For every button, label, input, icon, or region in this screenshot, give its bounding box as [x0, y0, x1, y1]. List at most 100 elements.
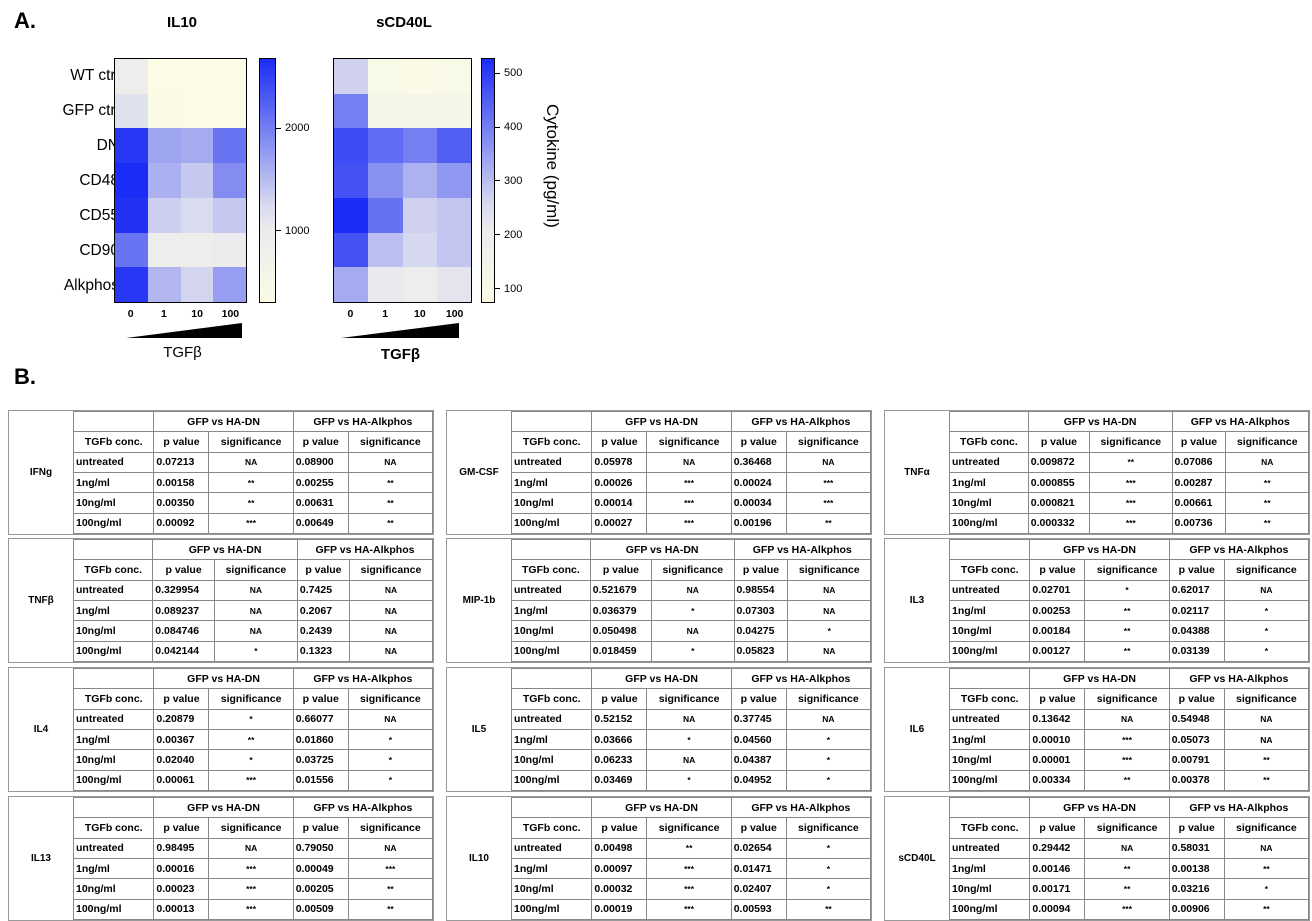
significance-cell: *: [213, 640, 298, 663]
pvalue-cell: 0.00092: [153, 512, 210, 535]
pvalue-cell: 0.98554: [733, 579, 789, 601]
significance-cell: NA: [348, 640, 434, 663]
heatmap-cell: [147, 267, 181, 302]
heatmap-cell: [115, 128, 148, 164]
heatmap-cell: [147, 163, 181, 198]
header-pvalue: p value: [152, 559, 215, 581]
significance-cell: NA: [213, 599, 298, 622]
pvalue-cell: 0.018459: [589, 640, 653, 663]
significance-cell: **: [347, 471, 434, 494]
heatmap-cell: [213, 197, 246, 233]
heatmap-title-il10: IL10: [166, 14, 197, 31]
header-blank: [948, 538, 1031, 561]
header-conc: TGFb conc.: [510, 431, 593, 453]
header-pvalue: p value: [1168, 817, 1225, 839]
header-gfp-vs-dn: GFP vs HA-DN: [1029, 796, 1170, 819]
conc-cell: untreated: [510, 837, 593, 859]
pvalue-cell: 0.07086: [1171, 451, 1227, 473]
pvalue-cell: 0.00649: [292, 512, 349, 535]
pvalue-cell: 0.000332: [1027, 512, 1091, 535]
header-blank: [510, 410, 593, 433]
conc-cell: 1ng/ml: [72, 599, 154, 622]
table-row: 10ng/ml 0.000821 *** 0.00661 **: [949, 492, 1309, 514]
significance-cell: NA: [348, 599, 434, 622]
table-row: 10ng/ml 0.00171 ** 0.03216 *: [948, 878, 1310, 900]
stats-table-gm-csf: GM-CSF GFP vs HA-DN GFP vs HA-Alkphos TGFb …: [446, 410, 872, 535]
header-gfp-vs-dn: GFP vs HA-DN: [153, 410, 294, 433]
header-blank: [511, 538, 591, 561]
significance-cell: *: [785, 769, 872, 792]
conc-cell: 1ng/ml: [72, 857, 155, 880]
header-conc: TGFb conc.: [510, 688, 593, 710]
pvalue-cell: 0.04560: [730, 728, 787, 751]
pvalue-cell: 0.00097: [591, 857, 648, 880]
conc-cell: 100ng/ml: [510, 769, 593, 792]
header-significance: significance: [785, 817, 872, 839]
table-row: 1ng/ml 0.00097 *** 0.01471 *: [510, 857, 872, 880]
heatmap-cell: [368, 93, 403, 129]
heatmap-cell: [147, 197, 181, 233]
heatmap-cell: [334, 128, 369, 164]
significance-cell: NA: [646, 451, 732, 473]
pvalue-cell: 0.042144: [152, 640, 215, 663]
conc-cell: 10ng/ml: [72, 878, 155, 900]
cytokine-name: sCD40L: [898, 853, 936, 864]
pvalue-cell: 0.05978: [591, 451, 648, 473]
significance-cell: *: [785, 728, 872, 751]
header-significance: significance: [1084, 559, 1170, 581]
conc-cell: 10ng/ml: [949, 492, 1029, 514]
pvalue-cell: 0.03139: [1168, 640, 1225, 663]
header-significance: significance: [1089, 431, 1173, 453]
colorbar-tick: 300: [495, 175, 522, 187]
header-significance: significance: [208, 688, 294, 710]
header-gfp-vs-dn: GFP vs HA-DN: [591, 796, 732, 819]
pvalue-cell: 0.00736: [1171, 512, 1227, 535]
pvalue-cell: 0.79050: [292, 837, 349, 859]
pvalue-cell: 0.00367: [153, 728, 210, 751]
pvalue-cell: 0.00026: [591, 471, 648, 494]
conc-cell: 1ng/ml: [72, 728, 155, 751]
cytokine-name: IL3: [909, 595, 925, 606]
pvalue-cell: 0.00049: [292, 857, 349, 880]
significance-cell: NA: [1223, 728, 1310, 751]
heatmap-cell: [115, 163, 148, 198]
heatmap-cell: [180, 59, 214, 94]
significance-cell: **: [785, 898, 872, 921]
table-row: untreated 0.07213 NA 0.08900 NA: [72, 451, 434, 473]
heatmap-cell: [436, 128, 471, 164]
table-row: 10ng/ml 0.00001 *** 0.00791 **: [948, 749, 1310, 771]
pvalue-cell: 0.01556: [292, 769, 349, 792]
header-gfp-vs-dn: GFP vs HA-DN: [153, 667, 294, 690]
cytokine-name: GM-CSF: [459, 467, 499, 478]
pvalue-cell: 0.00791: [1168, 749, 1225, 771]
header-gfp-vs-dn: GFP vs HA-DN: [1027, 410, 1173, 433]
conc-cell: 100ng/ml: [948, 769, 1031, 792]
x-tick-label: 10: [414, 308, 426, 320]
table-row: untreated 0.98495 NA 0.79050 NA: [72, 837, 434, 859]
pvalue-cell: 0.00593: [730, 898, 787, 921]
cytokine-name: IL5: [471, 724, 487, 735]
header-pvalue: p value: [1029, 688, 1086, 710]
table-row: 1ng/ml 0.036379 * 0.07303 NA: [511, 599, 871, 622]
header-significance: significance: [347, 817, 434, 839]
heatmap-cell: [436, 59, 471, 94]
significance-cell: **: [646, 837, 732, 859]
conc-cell: untreated: [72, 579, 154, 601]
stats-table-tnf-: TNFβ GFP vs HA-DN GFP vs HA-Alkphos TGFb co…: [8, 538, 434, 663]
header-gfp-vs-alkphos: GFP vs HA-Alkphos: [1168, 538, 1310, 561]
heatmap-cell: [180, 128, 214, 164]
significance-cell: ***: [785, 471, 872, 494]
table-row: untreated 0.20879 * 0.66077 NA: [72, 708, 434, 730]
header-pvalue: p value: [153, 817, 210, 839]
pvalue-cell: 0.20879: [153, 708, 210, 730]
significance-cell: *: [646, 769, 732, 792]
heatmap-cell: [368, 128, 403, 164]
table-row: 100ng/ml 0.00061 *** 0.01556 *: [72, 769, 434, 792]
conc-cell: 10ng/ml: [510, 749, 593, 771]
significance-cell: ***: [1084, 728, 1170, 751]
pvalue-cell: 0.00334: [1029, 769, 1086, 792]
heatmap-cell: [213, 59, 246, 94]
header-gfp-vs-alkphos: GFP vs HA-Alkphos: [730, 796, 872, 819]
colorbar-tick: 100: [495, 283, 522, 295]
significance-cell: NA: [213, 620, 298, 642]
